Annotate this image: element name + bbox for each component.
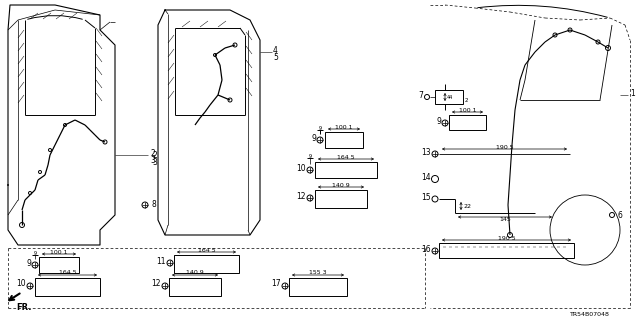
Text: 8: 8 bbox=[151, 199, 156, 209]
Text: 10: 10 bbox=[296, 164, 306, 172]
Text: 140 9: 140 9 bbox=[186, 270, 204, 276]
Text: 164 5: 164 5 bbox=[337, 155, 355, 159]
Text: 6: 6 bbox=[618, 211, 623, 220]
Text: 14: 14 bbox=[421, 172, 431, 181]
Text: 15: 15 bbox=[421, 193, 431, 202]
Bar bbox=[174, 255, 239, 273]
Text: 10: 10 bbox=[17, 279, 26, 289]
Text: 100 1: 100 1 bbox=[335, 124, 353, 130]
Text: 2: 2 bbox=[150, 148, 155, 157]
Bar bbox=[325, 132, 363, 148]
Bar bbox=[449, 115, 486, 130]
Text: 22: 22 bbox=[463, 204, 471, 209]
Text: 1: 1 bbox=[630, 89, 635, 98]
Text: TR54B07048: TR54B07048 bbox=[570, 311, 610, 316]
Text: 3: 3 bbox=[150, 156, 155, 164]
Text: 164 5: 164 5 bbox=[59, 270, 76, 276]
Bar bbox=[169, 278, 221, 296]
Bar bbox=[39, 257, 79, 273]
Text: 7: 7 bbox=[418, 91, 423, 100]
Text: FR.: FR. bbox=[16, 302, 31, 311]
Bar bbox=[315, 162, 377, 178]
Text: 12: 12 bbox=[296, 191, 306, 201]
Text: 17: 17 bbox=[271, 279, 281, 289]
Text: 9: 9 bbox=[33, 251, 36, 255]
Text: 13: 13 bbox=[421, 148, 431, 156]
Text: 100 1: 100 1 bbox=[51, 250, 68, 254]
Text: 9: 9 bbox=[436, 116, 441, 125]
Bar bbox=[35, 278, 100, 296]
Text: 2: 2 bbox=[465, 98, 468, 102]
Text: 9: 9 bbox=[311, 133, 316, 142]
Text: 140 9: 140 9 bbox=[332, 182, 350, 188]
Text: 9: 9 bbox=[308, 154, 312, 158]
Text: 11: 11 bbox=[157, 257, 166, 266]
Text: 9: 9 bbox=[26, 259, 31, 268]
Text: 100 1: 100 1 bbox=[459, 108, 476, 113]
Text: 190 5: 190 5 bbox=[496, 145, 513, 149]
Text: 190 5: 190 5 bbox=[498, 236, 515, 241]
Text: 2: 2 bbox=[152, 150, 157, 159]
Bar bbox=[315, 190, 367, 208]
Bar bbox=[439, 243, 574, 258]
Text: 3: 3 bbox=[152, 157, 157, 166]
Text: 16: 16 bbox=[421, 244, 431, 253]
Bar bbox=[435, 90, 463, 104]
Text: 9: 9 bbox=[319, 125, 321, 131]
Text: 44: 44 bbox=[447, 94, 453, 100]
Text: 164 5: 164 5 bbox=[198, 247, 215, 252]
Text: 5: 5 bbox=[273, 52, 278, 61]
Text: 4: 4 bbox=[273, 45, 278, 54]
Text: 12: 12 bbox=[152, 279, 161, 289]
Text: 155 3: 155 3 bbox=[309, 270, 327, 276]
Text: 145: 145 bbox=[499, 217, 511, 221]
Bar bbox=[289, 278, 347, 296]
